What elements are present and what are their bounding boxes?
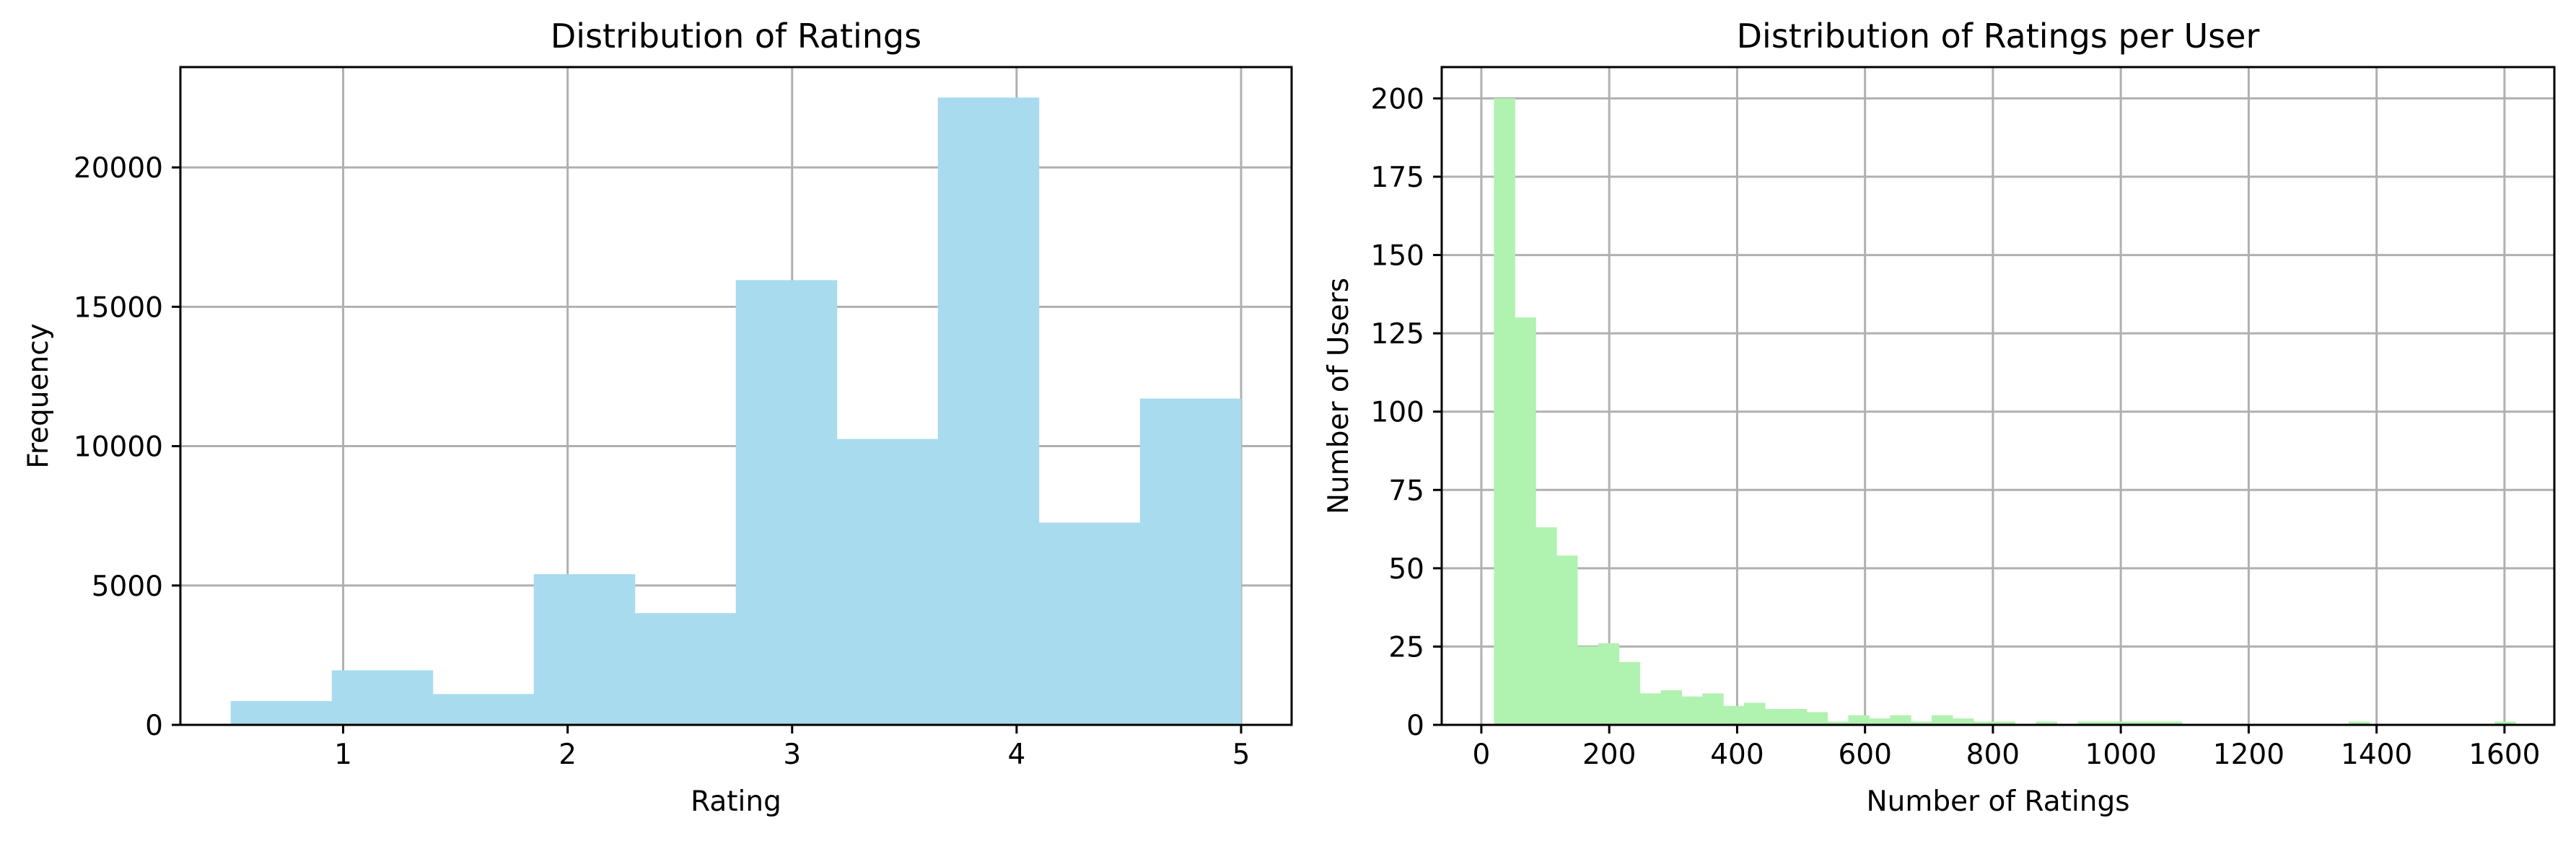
ratings-per-user-histogram-bar	[1639, 693, 1662, 726]
ratings-y-axis-label: Frequency	[22, 323, 55, 468]
ratings-ticks: 1 2 3 4 5 0 5000 10000 15000 20000	[74, 152, 1250, 771]
ratings-x-tick-label: 4	[1007, 739, 1025, 771]
ratings-x-tick-label: 5	[1232, 739, 1250, 771]
ratings-per-user-histogram-bar	[1785, 709, 1808, 726]
ratings-per-user-histogram-bar	[1764, 709, 1787, 726]
ratings-per-user-bars	[1494, 98, 2516, 726]
ratings-per-user-histogram-bar	[1848, 715, 1870, 726]
ratings-x-axis-label: Rating	[691, 785, 781, 818]
ratings-histogram-bar	[1038, 522, 1141, 726]
ratings-per-user-y-tick-label: 25	[1388, 631, 1424, 664]
ratings-per-user-x-axis-label: Number of Ratings	[1866, 785, 2129, 818]
ratings-histogram-bar	[634, 613, 737, 726]
ratings-per-user-x-tick-label: 1600	[2468, 739, 2540, 771]
ratings-per-user-x-tick-label: 200	[1582, 739, 1636, 771]
ratings-per-user-plot-frame	[1440, 66, 2556, 726]
ratings-per-user-y-tick-label: 125	[1371, 318, 1424, 351]
ratings-per-user-y-tick-label: 150	[1371, 240, 1424, 273]
ratings-per-user-x-tick-label: 400	[1710, 739, 1764, 771]
ratings-per-user-histogram-bar	[1681, 696, 1703, 726]
ratings-per-user-x-tick-label: 1200	[2213, 739, 2284, 771]
ratings-histogram-bar	[432, 694, 535, 726]
ratings-histogram-bar	[1139, 398, 1242, 726]
ratings-per-user-chart-title: Distribution of Ratings per User	[1737, 17, 2260, 56]
ratings-per-user-histogram-bar	[1723, 705, 1745, 726]
ratings-y-tick-label: 0	[145, 710, 163, 742]
ratings-x-tick-label: 2	[558, 739, 577, 771]
ratings-per-user-x-tick-label: 0	[1473, 739, 1491, 771]
ratings-per-user-histogram-bar	[1577, 646, 1599, 726]
ratings-per-user-ticks: 0 200 400 600 800 1000 1200 1400 1600 0 25 50 75 100 1…	[1371, 83, 2541, 771]
ratings-per-user-histogram-bar	[1556, 555, 1578, 726]
ratings-y-tick-label: 15000	[74, 291, 163, 324]
ratings-y-tick-label: 5000	[92, 571, 163, 603]
ratings-plot-frame	[179, 66, 1293, 726]
ratings-per-user-x-tick-label: 800	[1966, 739, 2020, 771]
ratings-per-user-histogram-bar	[1660, 690, 1682, 726]
ratings-per-user-histogram-bar	[1806, 712, 1828, 726]
ratings-y-tick-label: 20000	[74, 152, 163, 185]
ratings-per-user-histogram-bar	[1744, 703, 1766, 726]
ratings-per-user-histogram-bar	[1932, 715, 1953, 726]
ratings-per-user-histogram-bar	[1515, 317, 1536, 726]
ratings-chart-title: Distribution of Ratings	[551, 17, 921, 56]
ratings-per-user-y-tick-label: 50	[1388, 553, 1424, 586]
ratings-x-tick-label: 3	[783, 739, 801, 771]
ratings-per-user-x-tick-label: 1000	[2085, 739, 2157, 771]
ratings-histogram-bar	[735, 280, 838, 726]
ratings-y-tick-label: 10000	[74, 431, 163, 464]
ratings-per-user-x-tick-label: 1400	[2341, 739, 2412, 771]
ratings-per-user-histogram-bar	[1890, 715, 1911, 726]
ratings-histogram-bar	[331, 670, 434, 726]
ratings-per-user-histogram-bar	[1702, 693, 1724, 726]
ratings-histogram-bar	[230, 700, 333, 726]
ratings-per-user-histogram-panel: 0 200 400 600 800 1000 1200 1400 1600 0 25 50 75 100 1…	[1323, 17, 2556, 818]
ratings-bars	[230, 97, 1242, 726]
ratings-per-user-y-tick-label: 100	[1371, 397, 1424, 429]
ratings-per-user-histogram-bar	[1618, 661, 1641, 726]
ratings-per-user-y-tick-label: 75	[1388, 475, 1424, 507]
ratings-x-tick-label: 1	[334, 739, 352, 771]
ratings-per-user-y-tick-label: 200	[1371, 83, 1424, 115]
ratings-per-user-y-tick-label: 0	[1406, 710, 1424, 742]
ratings-per-user-histogram-bar	[1598, 643, 1620, 726]
ratings-histogram-bar	[937, 97, 1040, 726]
ratings-per-user-x-tick-label: 600	[1838, 739, 1891, 771]
ratings-histogram-bar	[836, 439, 939, 726]
ratings-histogram-bar	[533, 574, 636, 726]
ratings-per-user-y-axis-label: Number of Users	[1323, 278, 1355, 514]
ratings-histogram-panel: 1 2 3 4 5 0 5000 10000 15000 20000 Distribution o…	[22, 17, 1293, 818]
ratings-per-user-histogram-bar	[1494, 98, 1515, 726]
ratings-per-user-y-tick-label: 175	[1371, 162, 1424, 194]
ratings-per-user-histogram-bar	[1535, 527, 1557, 726]
